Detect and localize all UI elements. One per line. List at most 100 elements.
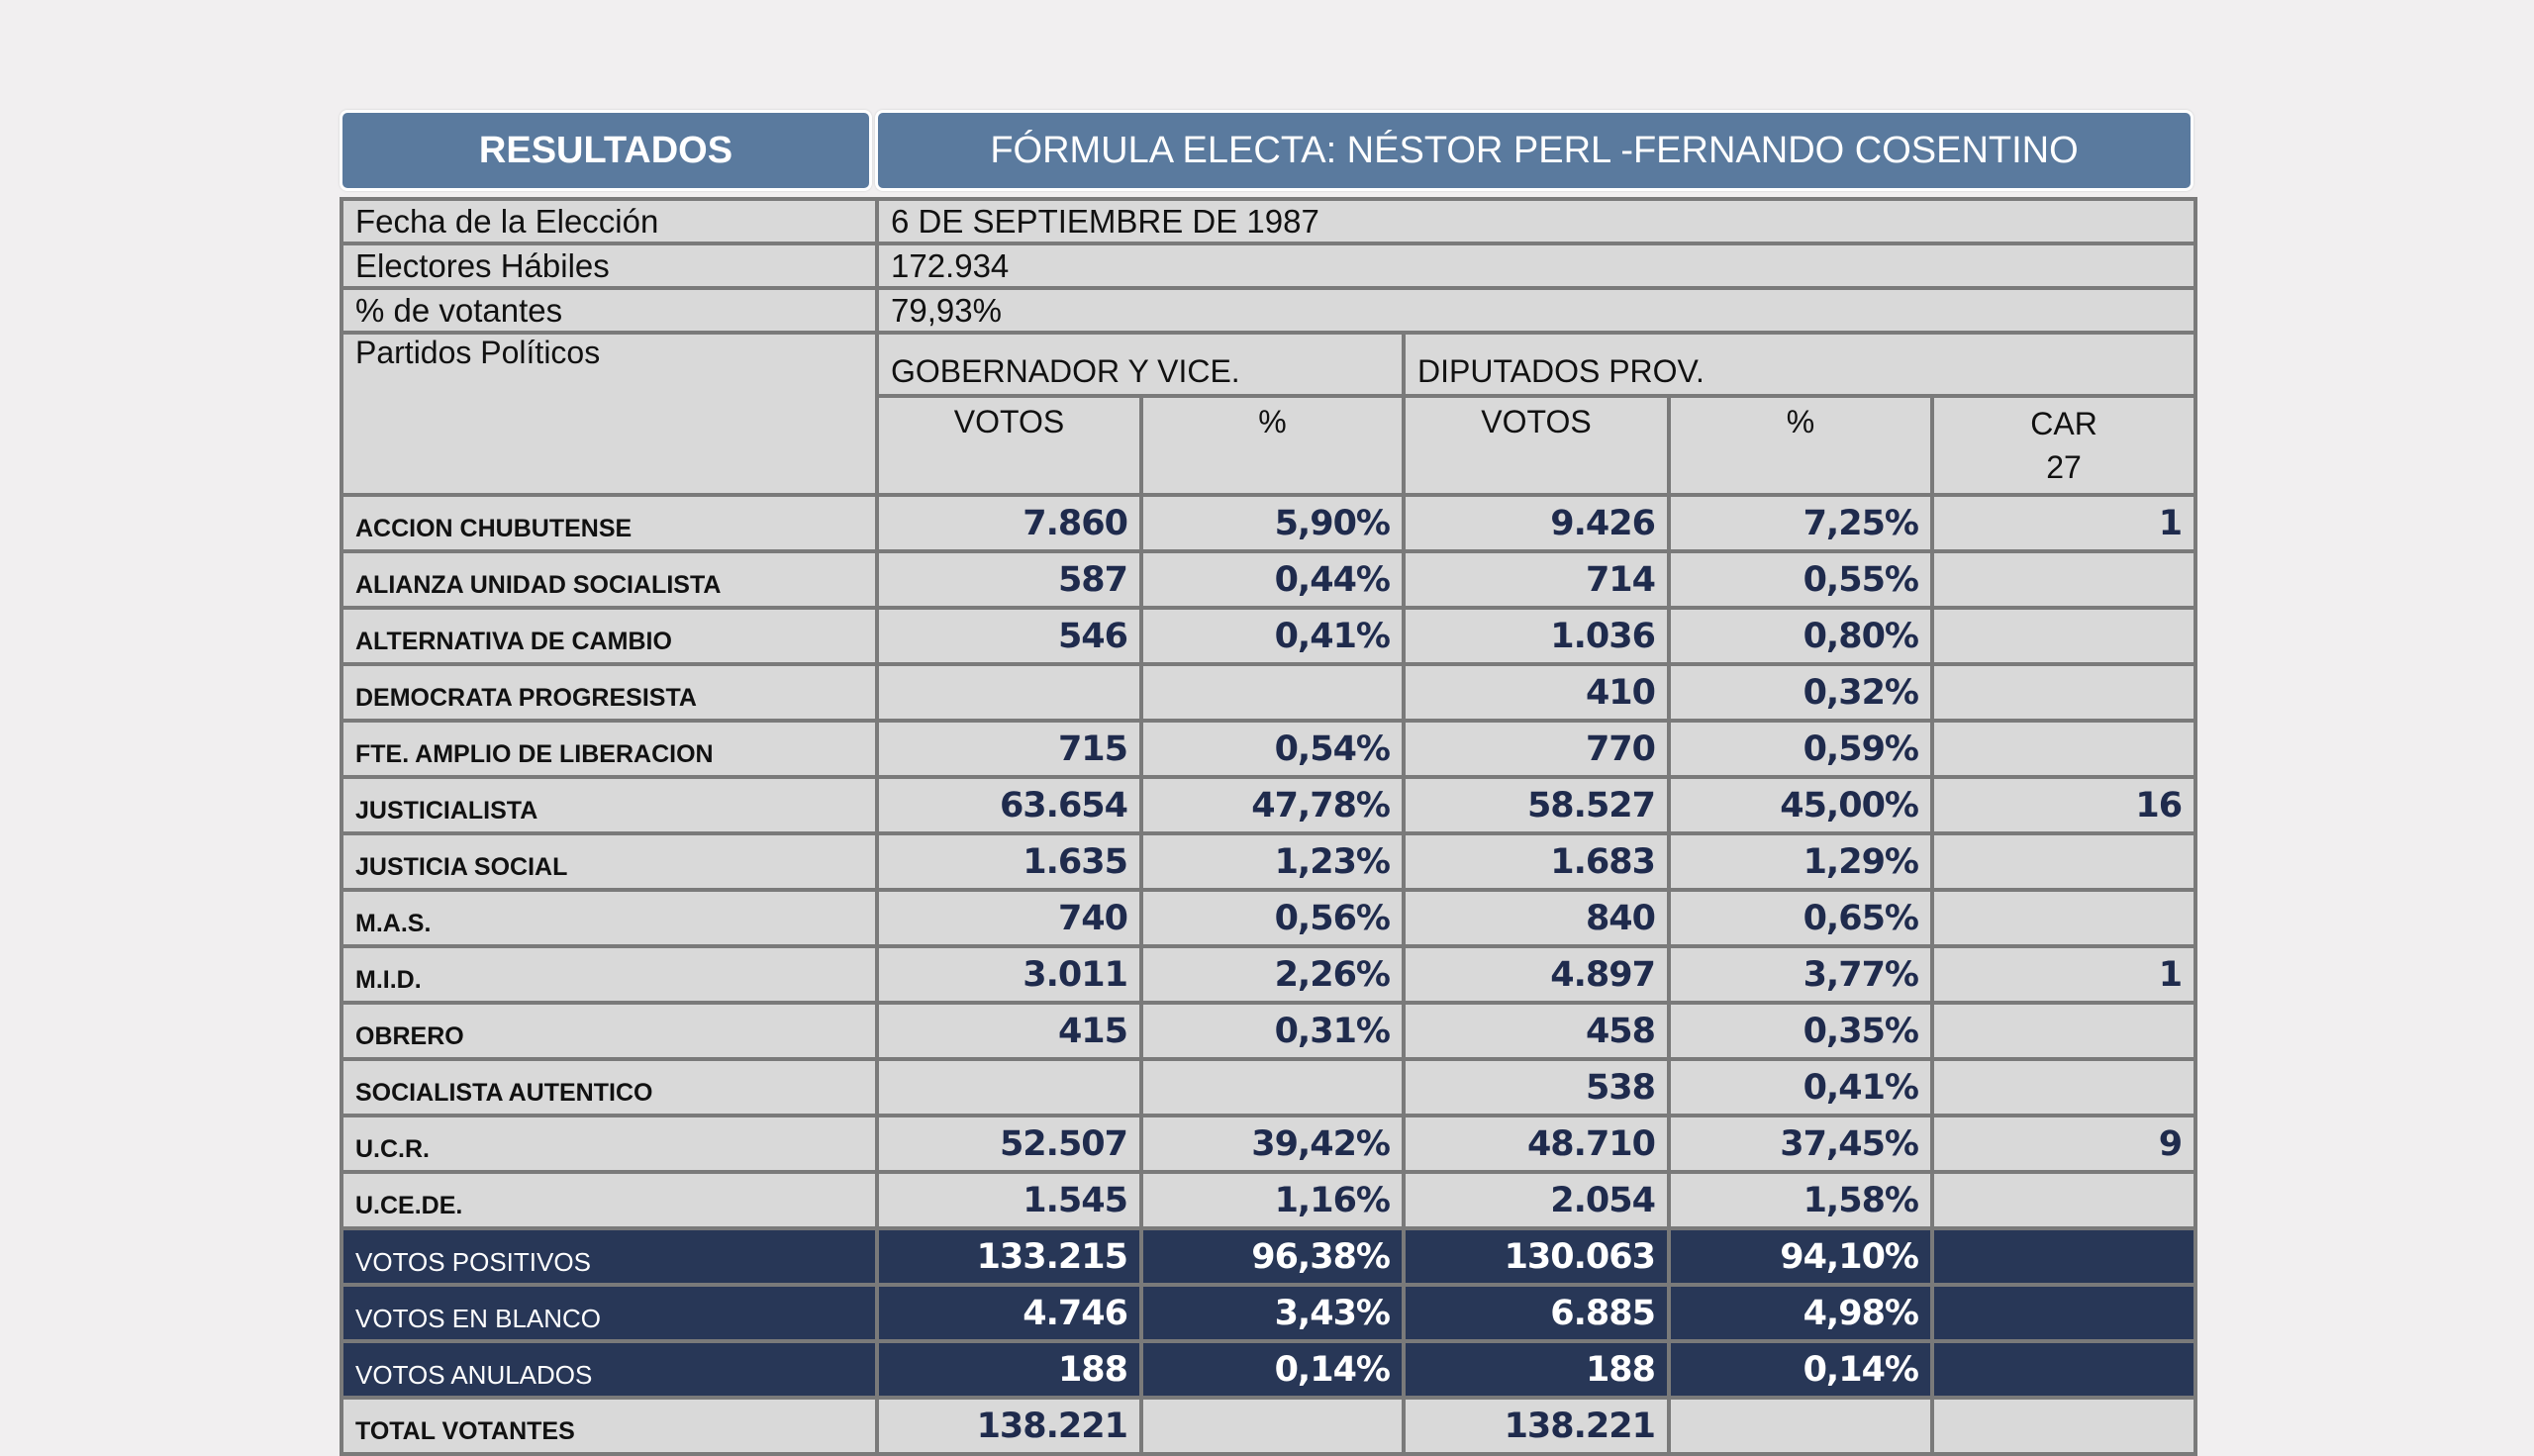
- gov-votes: 52.507: [875, 1114, 1143, 1174]
- gov-votes: 4.746: [875, 1283, 1143, 1343]
- dip-pct: 45,00%: [1667, 775, 1934, 835]
- party-name: SOCIALISTA AUTENTICO: [340, 1057, 879, 1117]
- dip-pct: 1,29%: [1667, 831, 1934, 892]
- dip-pct: 94,10%: [1667, 1226, 1934, 1287]
- party-name: DEMOCRATA PROGRESISTA: [340, 662, 879, 723]
- party-name: U.CE.DE.: [340, 1170, 879, 1230]
- seats: [1929, 1057, 2198, 1117]
- party-name: VOTOS ANULADOS: [340, 1339, 879, 1400]
- seats: [1929, 1001, 2198, 1061]
- gov-pct: 96,38%: [1139, 1226, 1406, 1287]
- info-value: 172.934: [874, 242, 2198, 290]
- gov-votes: 415: [875, 1001, 1143, 1061]
- dip-pct: 0,59%: [1667, 719, 1934, 779]
- dip-votes: 4.897: [1402, 944, 1671, 1005]
- party-row: U.C.R. 52.507 39,42% 48.710 37,45% 9: [340, 1114, 2198, 1174]
- dip-pct: 4,98%: [1667, 1283, 1934, 1343]
- dip-votes: 458: [1402, 1001, 1671, 1061]
- dip-votes: 1.036: [1402, 606, 1671, 666]
- dip-pct: 1,58%: [1667, 1170, 1934, 1230]
- seats: [1929, 1283, 2198, 1343]
- party-name: OBRERO: [340, 1001, 879, 1061]
- party-row: JUSTICIA SOCIAL 1.635 1,23% 1.683 1,29%: [340, 831, 2198, 892]
- dip-votes: 1.683: [1402, 831, 1671, 892]
- info-label: % de votantes: [340, 286, 879, 335]
- party-name: ALTERNATIVA DE CAMBIO: [340, 606, 879, 666]
- dip-pct: 0,35%: [1667, 1001, 1934, 1061]
- gov-pct: 0,31%: [1139, 1001, 1406, 1061]
- seats: [1929, 549, 2198, 610]
- seats: [1929, 1170, 2198, 1230]
- dip-votes: 538: [1402, 1057, 1671, 1117]
- party-name: JUSTICIALISTA: [340, 775, 879, 835]
- seats: [1929, 719, 2198, 779]
- gov-pct: [1139, 1057, 1406, 1117]
- seats: 1: [1929, 493, 2198, 553]
- gov-pct: [1139, 1396, 1406, 1456]
- party-row: FTE. AMPLIO DE LIBERACION 715 0,54% 770 0,59…: [340, 719, 2198, 779]
- gov-pct: 1,23%: [1139, 831, 1406, 892]
- party-row: ACCION CHUBUTENSE 7.860 5,90% 9.426 7,25% 1: [340, 493, 2198, 553]
- party-name: JUSTICIA SOCIAL: [340, 831, 879, 892]
- info-value: 6 DE SEPTIEMBRE DE 1987: [874, 197, 2198, 245]
- info-row: Fecha de la Elección 6 DE SEPTIEMBRE DE 1…: [340, 197, 2198, 245]
- dip-votes: 410: [1402, 662, 1671, 723]
- gov-pct: 0,44%: [1139, 549, 1406, 610]
- gov-votes-header: VOTOS: [875, 394, 1143, 497]
- gov-pct: 0,41%: [1139, 606, 1406, 666]
- gov-votes: 188: [875, 1339, 1143, 1400]
- seats: [1929, 1339, 2198, 1400]
- party-row: SOCIALISTA AUTENTICO 538 0,41%: [340, 1057, 2198, 1117]
- dip-votes: 48.710: [1402, 1114, 1671, 1174]
- party-name: TOTAL VOTANTES: [340, 1396, 879, 1456]
- totals-row: VOTOS EN BLANCO 4.746 3,43% 6.885 4,98%: [340, 1283, 2198, 1343]
- dip-votes: 770: [1402, 719, 1671, 779]
- party-name: VOTOS EN BLANCO: [340, 1283, 879, 1343]
- seats: [1929, 606, 2198, 666]
- dip-pct: 0,55%: [1667, 549, 1934, 610]
- gov-pct: 0,56%: [1139, 888, 1406, 948]
- seats: 16: [1929, 775, 2198, 835]
- gov-pct: 5,90%: [1139, 493, 1406, 553]
- party-row: DEMOCRATA PROGRESISTA 410 0,32%: [340, 662, 2198, 723]
- dip-votes: 6.885: [1402, 1283, 1671, 1343]
- dip-votes: 58.527: [1402, 775, 1671, 835]
- dip-pct: 0,80%: [1667, 606, 1934, 666]
- seats-label: CAR: [2030, 406, 2097, 441]
- info-row: % de votantes 79,93%: [340, 286, 2198, 335]
- seats: 1: [1929, 944, 2198, 1005]
- gov-votes: 546: [875, 606, 1143, 666]
- party-row: OBRERO 415 0,31% 458 0,35%: [340, 1001, 2198, 1061]
- dip-pct-header: %: [1667, 394, 1934, 497]
- seats-total: 27: [2046, 449, 2082, 485]
- gov-pct: 0,54%: [1139, 719, 1406, 779]
- gov-votes: 1.635: [875, 831, 1143, 892]
- party-name: ACCION CHUBUTENSE: [340, 493, 879, 553]
- party-row: JUSTICIALISTA 63.654 47,78% 58.527 45,00% 16: [340, 775, 2198, 835]
- results-table: Fecha de la Elección 6 DE SEPTIEMBRE DE 1…: [340, 197, 2198, 1456]
- seats: [1929, 831, 2198, 892]
- party-row: M.A.S. 740 0,56% 840 0,65%: [340, 888, 2198, 948]
- gov-votes: 138.221: [875, 1396, 1143, 1456]
- gov-pct: 0,14%: [1139, 1339, 1406, 1400]
- gov-pct: 47,78%: [1139, 775, 1406, 835]
- dip-pct: 3,77%: [1667, 944, 1934, 1005]
- totals-row: VOTOS ANULADOS 188 0,14% 188 0,14%: [340, 1339, 2198, 1400]
- gov-votes: [875, 662, 1143, 723]
- dip-votes: 840: [1402, 888, 1671, 948]
- dip-votes: 2.054: [1402, 1170, 1671, 1230]
- dip-votes: 9.426: [1402, 493, 1671, 553]
- gov-votes: 7.860: [875, 493, 1143, 553]
- governor-group-header: GOBERNADOR Y VICE.: [875, 331, 1406, 398]
- gov-votes: 715: [875, 719, 1143, 779]
- gov-pct: 39,42%: [1139, 1114, 1406, 1174]
- info-label: Electores Hábiles: [340, 242, 879, 290]
- parties-header: Partidos Políticos: [340, 331, 879, 497]
- party-row: M.I.D. 3.011 2,26% 4.897 3,77% 1: [340, 944, 2198, 1005]
- dip-pct: 0,41%: [1667, 1057, 1934, 1117]
- gov-votes: [875, 1057, 1143, 1117]
- party-name: VOTOS POSITIVOS: [340, 1226, 879, 1287]
- gov-votes: 1.545: [875, 1170, 1143, 1230]
- dip-votes: 714: [1402, 549, 1671, 610]
- gov-pct: 2,26%: [1139, 944, 1406, 1005]
